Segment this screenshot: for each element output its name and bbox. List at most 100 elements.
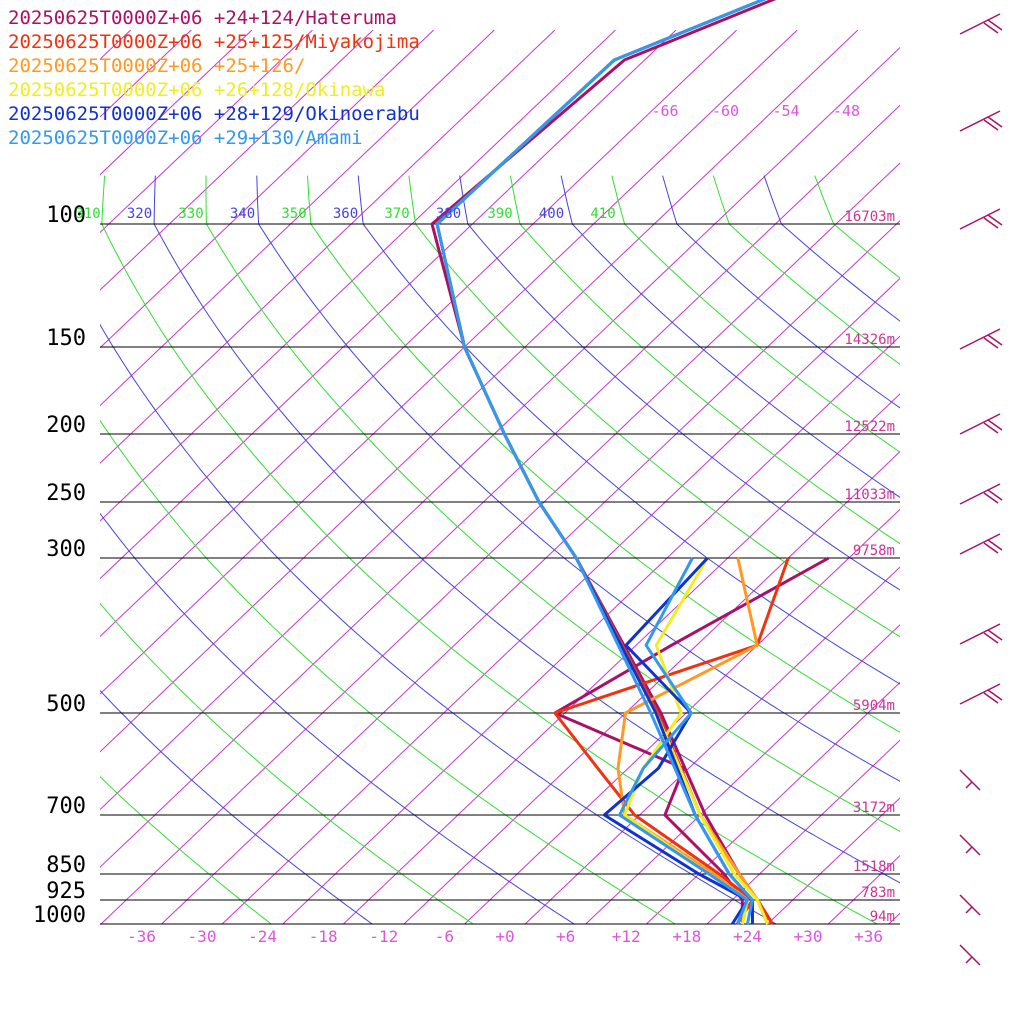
dry-adiabat <box>100 419 677 924</box>
dewpoint-trace <box>618 557 749 925</box>
pressure-label: 300 <box>46 537 86 562</box>
wind-barb-flag <box>965 906 973 914</box>
wind-barb-flag <box>987 419 1003 431</box>
temperature-tick-label: +24 <box>733 927 762 946</box>
wind-barb <box>959 13 1003 35</box>
theta-label: 400 <box>539 206 564 222</box>
wind-barb <box>959 413 1003 435</box>
wind-barb-flag <box>987 629 1003 641</box>
isotherm-line <box>100 30 495 407</box>
isotherm-line <box>161 220 900 924</box>
isotherm-line <box>100 46 900 811</box>
theta-label: 330 <box>178 206 203 222</box>
wind-barb-flag <box>983 22 999 34</box>
pressure-label: 925 <box>46 879 86 904</box>
wind-barb <box>959 834 981 856</box>
wind-barb-staff <box>959 110 1001 132</box>
height-label: 12522m <box>844 419 895 435</box>
legend: 20250625T0000Z+06 +24+124/Hateruma202506… <box>8 7 420 149</box>
pressure-label: 250 <box>46 481 86 506</box>
wind-barb-flag <box>987 116 1003 128</box>
dry-adiabat <box>560 175 900 498</box>
wind-barb-staff <box>959 328 1001 350</box>
height-label: 1518m <box>853 859 895 875</box>
wind-barb-flag <box>987 214 1003 226</box>
wind-barbs <box>959 13 1003 966</box>
isotherm-line <box>949 30 1024 924</box>
theta-label: 310 <box>75 206 100 222</box>
isotherm-line <box>100 162 900 924</box>
wind-barb <box>959 683 1003 705</box>
temperature-tick-label: +12 <box>612 927 641 946</box>
isotherm-line <box>100 30 192 118</box>
pressure-label: 700 <box>46 794 86 819</box>
isotherm-line <box>100 30 738 638</box>
wind-barb-staff <box>959 13 1001 35</box>
dry-adiabat <box>101 175 879 924</box>
wind-barb-flag <box>987 489 1003 501</box>
temperature-tick-label: +30 <box>794 927 823 946</box>
sounding-series <box>430 0 830 925</box>
legend-entry: 20250625T0000Z+06 +25+125/Miyakojima <box>8 31 420 53</box>
theta-label: 350 <box>281 206 306 222</box>
temperature-tick-label: -12 <box>369 927 398 946</box>
wind-barb-flag <box>965 956 973 964</box>
wind-barb-staff <box>959 683 1001 705</box>
wind-barb <box>959 769 981 791</box>
temperature-tick-label: -36 <box>127 927 156 946</box>
isotherm-line <box>888 912 900 924</box>
temperature-trace <box>435 0 767 925</box>
isotherm-line <box>524 566 900 924</box>
legend-entry: 20250625T0000Z+06 +28+129/Okinoerabu <box>8 103 420 125</box>
axis-labels: 100 16703m 150 14326m 200 12522m 250 11033m 300 9… <box>33 102 895 946</box>
wind-barb-flag <box>983 217 999 229</box>
wind-barb <box>959 894 981 916</box>
theta-label: 390 <box>487 206 512 222</box>
wind-barb-flag <box>987 19 1003 31</box>
isotherm-line <box>100 104 900 868</box>
wind-barb-staff <box>959 834 981 856</box>
wind-barb-staff <box>959 533 1001 555</box>
isotherm-line <box>585 624 900 924</box>
legend-entry: 20250625T0000Z+06 +25+126/ <box>8 55 305 77</box>
temperature-trace <box>435 0 769 925</box>
isotherm-line <box>767 797 900 924</box>
upper-isotherm-label: -60 <box>712 102 739 120</box>
dry-adiabat <box>459 175 900 591</box>
height-label: 783m <box>861 885 895 901</box>
pressure-label: 150 <box>46 326 86 351</box>
isotherm-line <box>100 30 253 176</box>
legend-entry: 20250625T0000Z+06 +24+124/Hateruma <box>8 7 397 29</box>
temperature-tick-label: -30 <box>188 927 217 946</box>
height-label: 9758m <box>853 543 895 559</box>
dry-adiabat <box>100 775 273 924</box>
theta-label: 370 <box>384 206 409 222</box>
dry-adiabat <box>357 175 900 685</box>
wind-barb-flag <box>965 781 973 789</box>
wind-barb-staff <box>959 483 1001 505</box>
wind-barb-flag <box>983 337 999 349</box>
isotherm-line <box>100 30 798 695</box>
wind-barb <box>959 483 1003 505</box>
upper-isotherm-label: -66 <box>651 102 678 120</box>
height-label: 94m <box>870 909 895 925</box>
height-label: 5904m <box>853 698 895 714</box>
pressure-label: 500 <box>46 692 86 717</box>
temperature-tick-label: +18 <box>672 927 701 946</box>
temperature-tick-label: -6 <box>435 927 454 946</box>
wind-barb <box>959 944 981 966</box>
wind-barb <box>959 623 1003 645</box>
isotherm-line <box>100 30 374 291</box>
height-label: 14326m <box>844 332 895 348</box>
height-label: 16703m <box>844 209 895 225</box>
wind-barb <box>959 533 1003 555</box>
legend-entry: 20250625T0000Z+06 +29+130/Amami <box>8 127 363 149</box>
isotherm-line <box>706 739 900 924</box>
isobars <box>100 223 900 925</box>
isotherm-line <box>100 30 556 464</box>
wind-barb-flag <box>965 846 973 854</box>
wind-barb-staff <box>959 623 1001 645</box>
theta-label: 410 <box>590 206 615 222</box>
isotherm-line <box>403 450 900 924</box>
